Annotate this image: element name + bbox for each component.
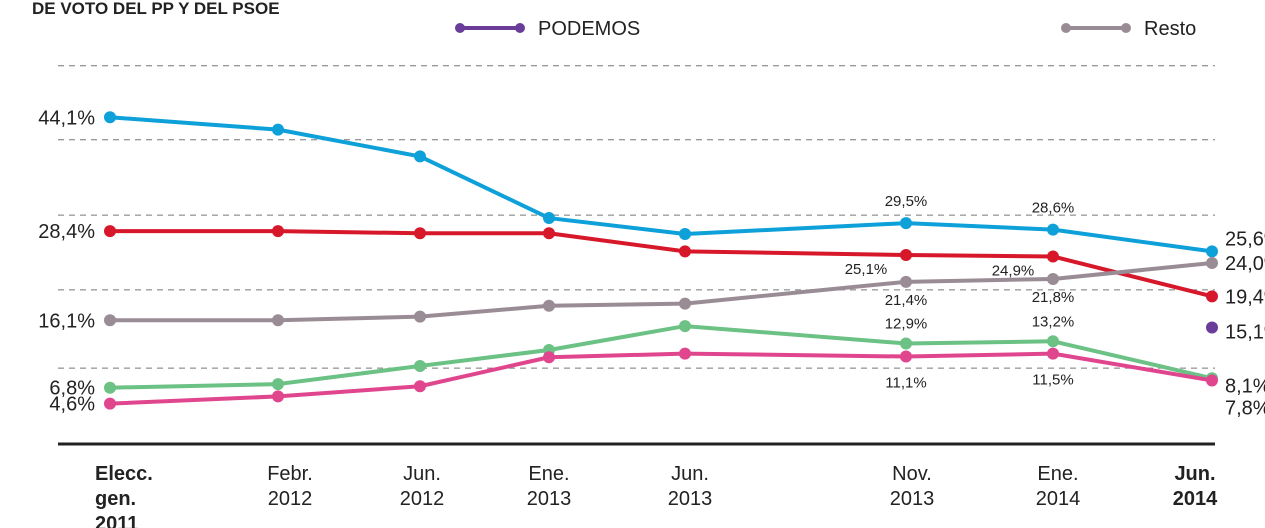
data-point <box>1206 245 1218 258</box>
data-point <box>679 297 691 310</box>
value-label: 25,6% <box>1225 228 1265 250</box>
data-point <box>900 217 912 230</box>
data-point <box>272 314 284 327</box>
value-label: 8,1% <box>1225 375 1265 397</box>
data-point <box>104 225 116 238</box>
data-point <box>272 378 284 391</box>
series-line <box>109 115 1213 254</box>
data-point <box>679 245 691 258</box>
legend-label: PODEMOS <box>538 18 640 40</box>
data-point <box>272 123 284 136</box>
data-point <box>1047 272 1059 285</box>
x-tick-label: Jun. 2014 <box>1173 463 1218 510</box>
value-label: 6,8% <box>49 378 95 400</box>
value-label: 29,5% <box>885 193 928 210</box>
value-label: 25,1% <box>845 261 888 278</box>
data-point <box>1206 321 1218 334</box>
data-point <box>414 150 426 163</box>
data-point <box>104 111 116 124</box>
value-label: 24,0% <box>1225 253 1265 275</box>
x-tick-label: Jun. 2013 <box>668 463 713 510</box>
data-point <box>1206 374 1218 387</box>
value-label: 21,8% <box>1032 289 1075 306</box>
data-point <box>272 390 284 403</box>
legend-dot <box>1061 23 1071 33</box>
value-label: 44,1% <box>38 107 95 129</box>
value-label: 4,6% <box>49 394 95 416</box>
data-point <box>1047 335 1059 348</box>
data-point <box>414 310 426 323</box>
data-point <box>679 347 691 360</box>
data-point <box>272 225 284 238</box>
data-point <box>414 359 426 372</box>
data-point <box>543 212 555 225</box>
data-point <box>1047 250 1059 263</box>
data-point <box>900 249 912 262</box>
x-tick-label: Ene. 2013 <box>527 463 572 510</box>
data-point <box>1206 257 1218 269</box>
data-point <box>900 275 912 288</box>
legend-dot <box>515 23 525 33</box>
value-label: 28,4% <box>38 221 95 243</box>
data-point <box>543 299 555 312</box>
value-label: 16,1% <box>38 310 95 332</box>
series-line <box>109 324 1213 390</box>
legend-label: Resto <box>1144 18 1196 40</box>
series-line <box>109 351 1213 406</box>
value-label: 13,2% <box>1032 313 1075 330</box>
data-point <box>414 227 426 240</box>
data-point <box>543 227 555 240</box>
data-point <box>679 228 691 240</box>
data-point <box>104 397 116 410</box>
chart-title: DE VOTO DEL PP Y DEL PSOE <box>32 0 280 18</box>
data-point <box>104 381 116 394</box>
data-point <box>1047 347 1059 360</box>
value-label: 11,5% <box>1032 372 1073 389</box>
value-label: 12,9% <box>885 315 928 332</box>
value-label: 19,4% <box>1225 286 1265 308</box>
value-label: 21,4% <box>885 292 928 309</box>
data-point <box>679 320 691 333</box>
x-tick-label: Jun. 2012 <box>400 463 445 510</box>
x-tick-label: Elecc. gen. 2011 <box>95 463 153 528</box>
x-tick-label: Nov. 2013 <box>890 463 935 510</box>
x-tick-label: Ene. 2014 <box>1036 463 1081 510</box>
value-label: 11,1% <box>885 375 926 392</box>
series-line <box>110 229 1213 299</box>
data-point <box>1047 223 1059 236</box>
data-point <box>900 337 912 350</box>
value-label: 7,8% <box>1225 397 1265 419</box>
value-label: 28,6% <box>1032 200 1075 217</box>
value-label: 24,9% <box>992 262 1035 279</box>
x-tick-label: Febr. 2012 <box>267 463 313 510</box>
data-point <box>1206 290 1218 303</box>
data-point <box>414 380 426 393</box>
value-label: 15,1% <box>1225 322 1265 344</box>
series-line <box>110 261 1213 323</box>
data-point <box>543 351 555 364</box>
data-point <box>104 314 116 327</box>
legend-dot <box>1121 23 1131 33</box>
legend-dot <box>455 23 465 33</box>
data-point <box>900 350 912 363</box>
